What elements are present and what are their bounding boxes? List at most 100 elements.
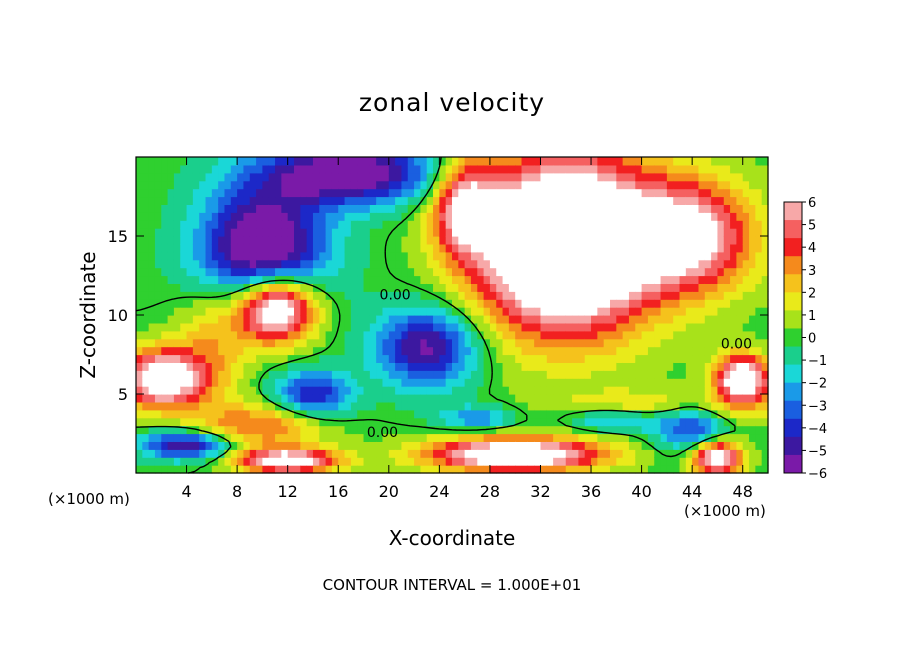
heatmap-cell xyxy=(635,401,643,411)
heatmap-cell xyxy=(521,362,529,371)
heatmap-cell xyxy=(256,275,263,284)
heatmap-cell xyxy=(717,457,725,466)
heatmap-cell xyxy=(268,172,276,182)
heatmap-cell xyxy=(325,322,333,332)
heatmap-cell xyxy=(300,354,308,363)
heatmap-cell xyxy=(546,378,554,387)
heatmap-cell xyxy=(319,236,327,245)
heatmap-cell xyxy=(742,259,750,269)
heatmap-cell xyxy=(331,243,339,253)
heatmap-cell xyxy=(578,243,586,253)
heatmap-cell xyxy=(704,417,712,427)
heatmap-cell xyxy=(445,251,453,261)
heatmap-cell xyxy=(192,449,200,458)
heatmap-cell xyxy=(698,188,706,198)
heatmap-cell xyxy=(388,441,396,450)
heatmap-cell xyxy=(414,236,421,245)
heatmap-cell xyxy=(534,362,542,371)
heatmap-cell xyxy=(211,275,219,284)
heatmap-cell xyxy=(673,267,681,277)
heatmap-cell xyxy=(641,188,649,198)
heatmap-cell xyxy=(452,338,459,348)
heatmap-cell xyxy=(458,307,466,316)
heatmap-cell xyxy=(521,307,529,316)
heatmap-cell xyxy=(325,188,333,198)
heatmap-cell xyxy=(603,330,611,340)
heatmap-cell xyxy=(445,196,453,205)
heatmap-cell xyxy=(527,172,535,182)
heatmap-cell xyxy=(673,330,681,340)
heatmap-cell xyxy=(704,346,712,356)
heatmap-cell xyxy=(414,354,421,363)
heatmap-cell xyxy=(407,354,415,363)
heatmap-cell xyxy=(426,417,434,427)
heatmap-cell xyxy=(294,267,301,277)
heatmap-cell xyxy=(755,220,763,229)
heatmap-cell xyxy=(647,188,655,198)
heatmap-cell xyxy=(597,346,605,356)
heatmap-cell xyxy=(591,164,598,174)
heatmap-cell xyxy=(591,394,598,403)
heatmap-cell xyxy=(192,409,200,419)
heatmap-cell xyxy=(572,394,579,403)
heatmap-cell xyxy=(148,157,156,166)
heatmap-cell xyxy=(224,378,232,387)
heatmap-cell xyxy=(572,401,579,411)
heatmap-cell xyxy=(698,322,706,332)
heatmap-cell xyxy=(161,425,169,435)
heatmap-cell xyxy=(730,275,737,284)
heatmap-cell xyxy=(464,409,472,419)
heatmap-cell xyxy=(603,180,611,190)
heatmap-cell xyxy=(616,188,624,198)
heatmap-cell xyxy=(534,307,542,316)
heatmap-cell xyxy=(243,236,251,245)
heatmap-cell xyxy=(591,259,598,269)
colorbar-tick-label: −2 xyxy=(808,377,827,392)
heatmap-cell xyxy=(407,243,415,253)
heatmap-cell xyxy=(376,346,384,356)
heatmap-cell xyxy=(136,275,143,284)
heatmap-cell xyxy=(565,425,573,435)
heatmap-cell xyxy=(641,259,649,269)
heatmap-cell xyxy=(281,236,289,245)
heatmap-cell xyxy=(357,386,365,395)
heatmap-cell xyxy=(540,386,548,395)
heatmap-cell xyxy=(565,417,573,427)
heatmap-cell xyxy=(610,449,617,458)
heatmap-cell xyxy=(325,243,333,253)
heatmap-cell xyxy=(369,188,377,198)
heatmap-cell xyxy=(527,441,535,450)
heatmap-cell xyxy=(597,401,605,411)
heatmap-cell xyxy=(508,441,516,450)
heatmap-cell xyxy=(192,457,200,466)
heatmap-cell xyxy=(154,228,162,237)
heatmap-cell xyxy=(496,315,504,324)
heatmap-cell xyxy=(742,433,750,442)
heatmap-cell xyxy=(211,322,219,332)
heatmap-cell xyxy=(559,157,567,166)
heatmap-cell xyxy=(142,378,150,387)
heatmap-cell xyxy=(723,354,731,363)
heatmap-cell xyxy=(515,346,523,356)
heatmap-cell xyxy=(344,409,352,419)
heatmap-cell xyxy=(249,188,257,198)
heatmap-cell xyxy=(635,465,643,474)
heatmap-cell xyxy=(749,180,756,190)
heatmap-cell xyxy=(218,322,226,332)
heatmap-cell xyxy=(439,307,447,316)
heatmap-cell xyxy=(736,220,744,229)
heatmap-cell xyxy=(142,370,150,379)
heatmap-cell xyxy=(300,449,308,458)
heatmap-cell xyxy=(249,243,257,253)
heatmap-cell xyxy=(591,283,598,292)
heatmap-cell xyxy=(673,188,681,198)
heatmap-cell xyxy=(344,394,352,403)
heatmap-cell xyxy=(527,307,535,316)
heatmap-cell xyxy=(338,228,346,237)
heatmap-cell xyxy=(515,236,523,245)
heatmap-cell xyxy=(736,449,744,458)
heatmap-cell xyxy=(136,425,143,435)
heatmap-cell xyxy=(167,283,175,292)
heatmap-cell xyxy=(502,330,510,340)
heatmap-cell xyxy=(426,354,434,363)
